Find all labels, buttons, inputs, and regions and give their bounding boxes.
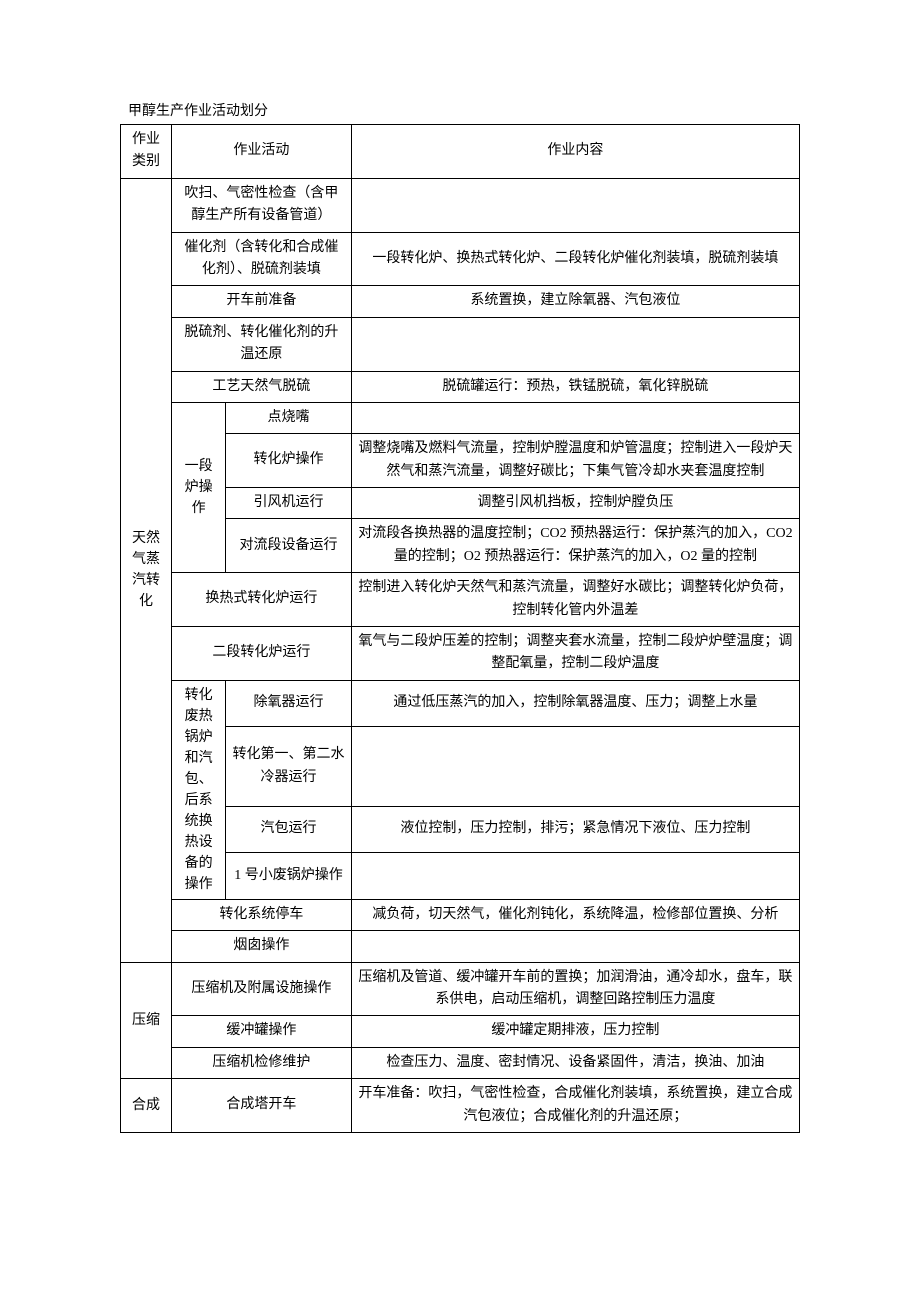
content-cell: 系统置换，建立除氧器、汽包液位 [351,286,799,317]
table-row: 压缩机检修维护 检查压力、温度、密封情况、设备紧固件，清洁，换油、加油 [121,1047,800,1078]
content-cell [351,931,799,962]
content-cell: 对流段各换热器的温度控制；CO2 预热器运行：保护蒸汽的加入，CO2 量的控制；… [351,519,799,573]
table-row: 一段炉操作 点烧嘴 [121,402,800,433]
table-header-row: 作业类别 作业活动 作业内容 [121,125,800,179]
content-cell: 缓冲罐定期排液，压力控制 [351,1016,799,1047]
content-cell [351,402,799,433]
activity-cell: 引风机运行 [226,488,352,519]
activity-table: 作业类别 作业活动 作业内容 天然气蒸汽转化 吹扫、气密性检查（含甲醇生产所有设… [120,124,800,1133]
content-cell [351,727,799,807]
doc-title: 甲醇生产作业活动划分 [128,100,800,120]
activity-cell: 汽包运行 [226,806,352,852]
content-cell [351,317,799,371]
activity-cell: 开车前准备 [171,286,351,317]
table-row: 催化剂（含转化和合成催化剂）、脱硫剂装填 一段转化炉、换热式转化炉、二段转化炉催… [121,232,800,286]
table-row: 二段转化炉运行 氧气与二段炉压差的控制；调整夹套水流量，控制二段炉炉壁温度；调整… [121,627,800,681]
content-cell: 氧气与二段炉压差的控制；调整夹套水流量，控制二段炉炉壁温度；调整配氧量，控制二段… [351,627,799,681]
content-cell: 检查压力、温度、密封情况、设备紧固件，清洁，换油、加油 [351,1047,799,1078]
table-row: 换热式转化炉运行 控制进入转化炉天然气和蒸汽流量，调整好水碳比；调整转化炉负荷，… [121,573,800,627]
header-content: 作业内容 [351,125,799,179]
activity-cell: 压缩机及附属设施操作 [171,962,351,1016]
activity-cell: 1 号小废锅炉操作 [226,853,352,900]
table-row: 烟囱操作 [121,931,800,962]
table-row: 天然气蒸汽转化 吹扫、气密性检查（含甲醇生产所有设备管道） [121,178,800,232]
table-row: 合成 合成塔开车 开车准备：吹扫，气密性检查，合成催化剂装填，系统置换，建立合成… [121,1079,800,1133]
activity-cell: 吹扫、气密性检查（含甲醇生产所有设备管道） [171,178,351,232]
content-cell: 减负荷，切天然气，催化剂钝化，系统降温，检修部位置换、分析 [351,899,799,930]
table-row: 脱硫剂、转化催化剂的升温还原 [121,317,800,371]
header-activity: 作业活动 [171,125,351,179]
activity-cell: 工艺天然气脱硫 [171,371,351,402]
content-cell: 调整引风机挡板，控制炉膛负压 [351,488,799,519]
content-cell: 压缩机及管道、缓冲罐开车前的置换；加润滑油，通冷却水，盘车，联系供电，启动压缩机… [351,962,799,1016]
content-cell: 通过低压蒸汽的加入，控制除氧器温度、压力；调整上水量 [351,680,799,726]
header-category: 作业类别 [121,125,172,179]
content-cell: 液位控制，压力控制，排污；紧急情况下液位、压力控制 [351,806,799,852]
table-row: 转化系统停车 减负荷，切天然气，催化剂钝化，系统降温，检修部位置换、分析 [121,899,800,930]
activity-cell: 烟囱操作 [171,931,351,962]
activity-cell: 合成塔开车 [171,1079,351,1133]
activity-cell: 换热式转化炉运行 [171,573,351,627]
category-cell: 压缩 [121,962,172,1079]
content-cell: 脱硫罐运行：预热，铁锰脱硫，氧化锌脱硫 [351,371,799,402]
activity-cell: 压缩机检修维护 [171,1047,351,1078]
category-cell: 天然气蒸汽转化 [121,178,172,962]
activity-cell: 转化第一、第二水冷器运行 [226,727,352,807]
activity-cell: 点烧嘴 [226,402,352,433]
table-row: 缓冲罐操作 缓冲罐定期排液，压力控制 [121,1016,800,1047]
content-cell [351,853,799,900]
activity-cell: 催化剂（含转化和合成催化剂）、脱硫剂装填 [171,232,351,286]
table-row: 转化废热锅炉和汽包、后系统换热设备的操作 除氧器运行 通过低压蒸汽的加入，控制除… [121,680,800,726]
table-row: 压缩 压缩机及附属设施操作 压缩机及管道、缓冲罐开车前的置换；加润滑油，通冷却水… [121,962,800,1016]
activity-cell: 转化炉操作 [226,434,352,488]
activity-cell: 除氧器运行 [226,680,352,726]
sub-activity-cell: 一段炉操作 [171,402,225,572]
sub-activity-cell: 转化废热锅炉和汽包、后系统换热设备的操作 [171,680,225,899]
content-cell: 调整烧嘴及燃料气流量，控制炉膛温度和炉管温度；控制进入一段炉天然气和蒸汽流量，调… [351,434,799,488]
activity-cell: 对流段设备运行 [226,519,352,573]
activity-cell: 转化系统停车 [171,899,351,930]
content-cell: 一段转化炉、换热式转化炉、二段转化炉催化剂装填，脱硫剂装填 [351,232,799,286]
content-cell [351,178,799,232]
table-row: 工艺天然气脱硫 脱硫罐运行：预热，铁锰脱硫，氧化锌脱硫 [121,371,800,402]
content-cell: 开车准备：吹扫，气密性检查，合成催化剂装填，系统置换，建立合成汽包液位；合成催化… [351,1079,799,1133]
content-cell: 控制进入转化炉天然气和蒸汽流量，调整好水碳比；调整转化炉负荷，控制转化管内外温差 [351,573,799,627]
table-row: 开车前准备 系统置换，建立除氧器、汽包液位 [121,286,800,317]
activity-cell: 二段转化炉运行 [171,627,351,681]
activity-cell: 缓冲罐操作 [171,1016,351,1047]
category-cell: 合成 [121,1079,172,1133]
activity-cell: 脱硫剂、转化催化剂的升温还原 [171,317,351,371]
